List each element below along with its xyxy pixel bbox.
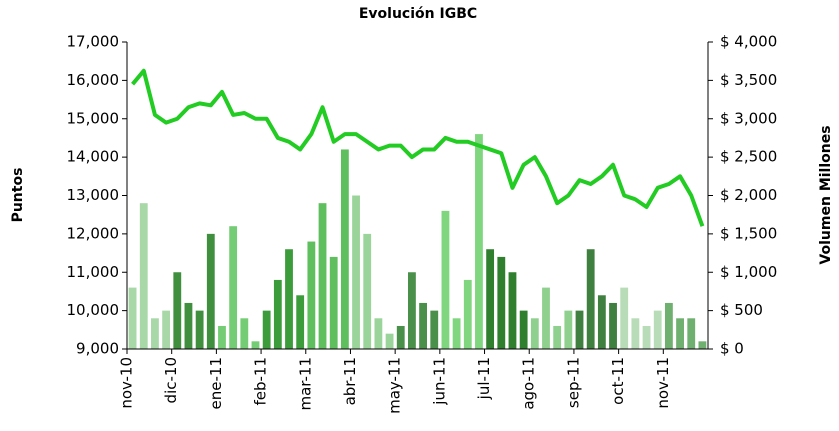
volume-bar <box>452 318 461 349</box>
volume-bar <box>229 226 238 349</box>
y2-tick-label: $ 2,000 <box>720 186 777 204</box>
y-tick-label: 14,000 <box>67 148 120 166</box>
volume-bar <box>508 272 517 349</box>
y-tick-label: 10,000 <box>67 301 120 319</box>
y2-tick-label: $ 500 <box>720 301 763 319</box>
volume-bar <box>497 256 506 349</box>
volume-bar <box>463 279 472 349</box>
volume-bar <box>597 295 606 349</box>
x-tick-label: mar-11 <box>296 357 314 411</box>
volume-bar <box>609 302 617 349</box>
volume-bar <box>475 134 483 349</box>
volume-bar <box>642 325 651 349</box>
volume-bar <box>285 249 293 349</box>
volume-bar <box>139 203 148 349</box>
x-tick-label: jul-11 <box>475 357 493 400</box>
y2-tick-label: $ 2,500 <box>720 148 777 166</box>
volume-bar <box>363 233 372 349</box>
volume-bar <box>586 249 595 349</box>
volume-bar <box>162 310 171 349</box>
volume-bar <box>173 272 182 349</box>
y-axis-label: Puntos <box>10 168 26 223</box>
x-tick-label: jun-11 <box>430 357 448 406</box>
volume-bar <box>240 318 249 349</box>
volume-bar <box>575 310 584 349</box>
volume-bar <box>631 318 640 349</box>
x-tick-label: nov-10 <box>118 357 136 409</box>
volume-bar <box>262 310 271 349</box>
volume-bar <box>128 287 137 349</box>
x-tick-label: feb-11 <box>252 357 270 406</box>
volume-bar <box>318 203 327 349</box>
volume-bar <box>151 318 159 349</box>
y-tick-label: 15,000 <box>67 109 120 127</box>
y2-axis-label: Volumen Millones <box>818 125 834 264</box>
y-tick-label: 16,000 <box>67 71 120 89</box>
x-tick-label: sep-11 <box>564 357 582 408</box>
volume-bar <box>329 256 338 349</box>
chart-title: Evolución IGBC <box>359 6 477 22</box>
x-tick-label: nov-11 <box>654 357 672 409</box>
index-line <box>131 68 705 227</box>
volume-bar <box>664 302 673 349</box>
volume-bar <box>564 310 573 349</box>
y2-tick-label: $ 4,000 <box>720 33 777 51</box>
x-tick-label: abr-11 <box>341 357 359 405</box>
volume-bar <box>385 333 394 349</box>
volume-bar <box>195 310 204 349</box>
volume-bar <box>218 325 226 349</box>
y-tick-label: 13,000 <box>67 186 120 204</box>
volume-bar <box>396 325 405 349</box>
volume-bar <box>553 325 562 349</box>
x-tick-label: ago-11 <box>520 357 538 410</box>
volume-bar <box>430 310 439 349</box>
volume-bar <box>687 318 696 349</box>
volume-bar <box>441 210 450 349</box>
volume-bar <box>698 341 707 349</box>
volume-bar <box>486 249 495 349</box>
volume-bar <box>273 279 282 349</box>
volume-bar <box>374 318 383 349</box>
volume-bar <box>408 272 416 349</box>
y2-tick-label: $ 3,000 <box>720 109 777 127</box>
volume-bar <box>206 233 215 349</box>
volume-bar <box>419 302 427 349</box>
y2-tick-label: $ 1,000 <box>720 263 777 281</box>
volume-bar <box>352 195 360 349</box>
x-tick-label: dic-10 <box>162 357 180 403</box>
y-tick-label: 17,000 <box>67 33 120 51</box>
y-tick-label: 9,000 <box>76 340 119 358</box>
volume-bar <box>530 318 539 349</box>
volume-bar <box>676 318 684 349</box>
x-tick-label: may-11 <box>386 357 404 414</box>
volume-bar <box>620 287 629 349</box>
volume-bar <box>653 310 662 349</box>
y2-tick-label: $ 1,500 <box>720 224 777 242</box>
x-tick-label: ene-11 <box>207 357 225 409</box>
volume-bar <box>296 295 305 349</box>
volume-bar <box>251 341 260 349</box>
volume-bar <box>184 302 193 349</box>
y-tick-label: 12,000 <box>67 224 120 242</box>
volume-bar <box>519 310 528 349</box>
volume-bar <box>307 241 316 349</box>
volume-bar <box>340 149 349 349</box>
y2-tick-label: $ 0 <box>720 340 744 358</box>
x-tick-label: oct-11 <box>609 357 627 405</box>
y2-tick-label: $ 3,500 <box>720 71 777 89</box>
y-tick-label: 11,000 <box>67 263 120 281</box>
volume-bar <box>542 287 550 349</box>
